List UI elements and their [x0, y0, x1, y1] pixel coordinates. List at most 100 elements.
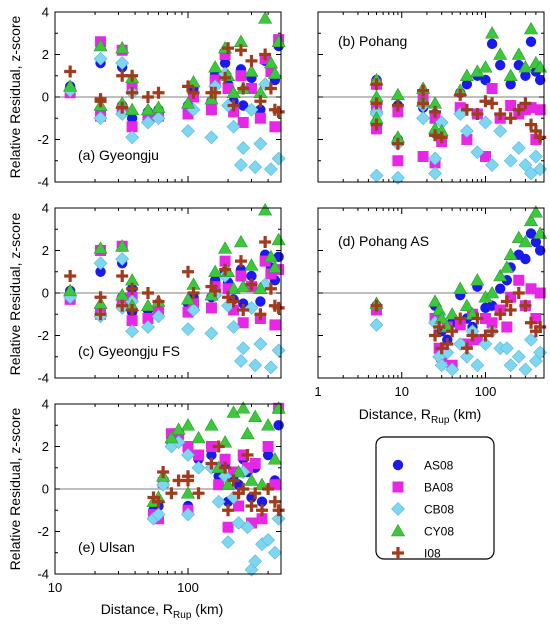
- data-point-i08: [272, 301, 285, 314]
- data-point-cy08: [244, 64, 259, 77]
- data-point-i08: [512, 287, 525, 299]
- data-point-as08: [486, 300, 498, 311]
- data-point-cy08: [115, 41, 130, 54]
- data-point-cy08: [140, 102, 155, 116]
- data-point-i08: [182, 80, 195, 93]
- data-point-i08: [370, 299, 383, 312]
- data-point-as08: [534, 74, 546, 86]
- data-point-cy08: [390, 87, 405, 101]
- data-point-ba08: [222, 283, 234, 295]
- data-point-cb08: [186, 303, 201, 317]
- data-point-cy08: [253, 281, 268, 295]
- y-tick-label: 0: [42, 90, 49, 105]
- legend-label-as08: AS08: [424, 459, 454, 473]
- legend-marker-ba08: [392, 481, 404, 493]
- data-point-ba08: [534, 104, 546, 116]
- data-point-cy08: [459, 298, 474, 312]
- data-point-cb08: [470, 358, 485, 373]
- data-point-as08: [461, 79, 473, 90]
- data-point-i08: [264, 82, 277, 95]
- data-point-cy08: [171, 422, 186, 435]
- data-point-ba08: [471, 334, 483, 346]
- data-point-cb08: [264, 360, 278, 375]
- panel-ulsan: 4 2 0 -2 -410 100 (e) Ulsan: [37, 397, 286, 595]
- data-point-i08: [494, 108, 507, 120]
- data-point-ba08: [530, 313, 542, 324]
- data-point-i08: [116, 101, 129, 114]
- data-point-cb08: [459, 124, 474, 138]
- data-point-ba08: [265, 268, 277, 280]
- data-point-i08: [245, 278, 258, 291]
- data-point-as08: [219, 57, 231, 69]
- data-point-cb08: [115, 252, 130, 266]
- data-point-ba08: [237, 317, 249, 329]
- data-point-ba08: [530, 134, 542, 145]
- data-point-cb08: [428, 166, 442, 181]
- data-point-as08: [126, 113, 138, 124]
- data-point-ba08: [505, 100, 517, 111]
- data-point-cy08: [208, 264, 223, 278]
- data-point-i08: [182, 470, 195, 483]
- data-point-cy08: [511, 47, 526, 60]
- data-point-i08: [152, 495, 165, 508]
- data-point-cb08: [369, 317, 384, 332]
- data-point-cy08: [271, 401, 286, 414]
- data-point-i08: [454, 312, 467, 325]
- data-point-i08: [234, 44, 247, 57]
- data-point-cb08: [503, 153, 518, 168]
- data-point-ba08: [233, 500, 245, 512]
- data-point-i08: [182, 265, 195, 278]
- data-point-cb08: [115, 56, 130, 70]
- data-point-as08: [255, 296, 266, 307]
- data-point-cy08: [248, 409, 263, 423]
- data-point-cy08: [267, 260, 282, 273]
- data-point-i08: [219, 263, 232, 276]
- data-point-ba08: [392, 155, 404, 167]
- data-point-cy08: [485, 26, 500, 39]
- data-point-i08: [272, 105, 285, 118]
- data-point-ba08: [525, 102, 537, 114]
- data-point-ba08: [205, 104, 217, 116]
- legend-label-ba08: BA08: [424, 481, 454, 495]
- data-point-ba08: [245, 517, 257, 529]
- data-point-i08: [259, 48, 272, 61]
- data-point-cb08: [151, 111, 166, 126]
- data-point-ba08: [265, 66, 277, 77]
- xlabel-right: Distance, RRup (km): [359, 406, 482, 426]
- data-point-i08: [219, 461, 232, 474]
- data-point-ba08: [262, 441, 274, 452]
- data-point-cy08: [240, 426, 255, 440]
- data-point-ba08: [269, 121, 281, 133]
- data-point-ba08: [392, 106, 404, 118]
- data-point-cb08: [503, 358, 518, 373]
- data-point-cy08: [226, 85, 241, 99]
- legend-marker-as08: [392, 459, 404, 471]
- data-point-i08: [245, 500, 258, 512]
- data-point-cb08: [93, 51, 108, 66]
- data-point-as08: [520, 70, 531, 81]
- panel-gyeongju: 4 2 0 -2 -4 (a) Gyeongju: [37, 5, 286, 190]
- data-point-as08: [233, 479, 244, 490]
- data-point-i08: [209, 284, 222, 297]
- data-point-ba08: [213, 479, 225, 491]
- y-tick-label: 2: [42, 439, 49, 454]
- panel-title: (a) Gyeongju: [78, 147, 159, 163]
- data-point-cb08: [181, 448, 195, 462]
- data-point-cb08: [253, 136, 268, 151]
- data-point-i08: [471, 108, 484, 120]
- data-point-ba08: [429, 112, 441, 124]
- data-point-cy08: [432, 302, 447, 316]
- data-point-i08: [519, 97, 532, 110]
- data-point-as08: [525, 36, 537, 47]
- data-point-cb08: [125, 324, 140, 339]
- data-point-i08: [429, 129, 442, 142]
- data-point-ba08: [222, 83, 234, 94]
- plot-frame: [54, 11, 282, 183]
- data-point-ba08: [245, 83, 257, 94]
- data-point-cb08: [248, 554, 263, 569]
- y-tick-label: 2: [42, 47, 49, 62]
- data-point-ba08: [235, 270, 247, 282]
- data-point-cb08: [211, 494, 226, 509]
- data-point-cb08: [125, 130, 140, 145]
